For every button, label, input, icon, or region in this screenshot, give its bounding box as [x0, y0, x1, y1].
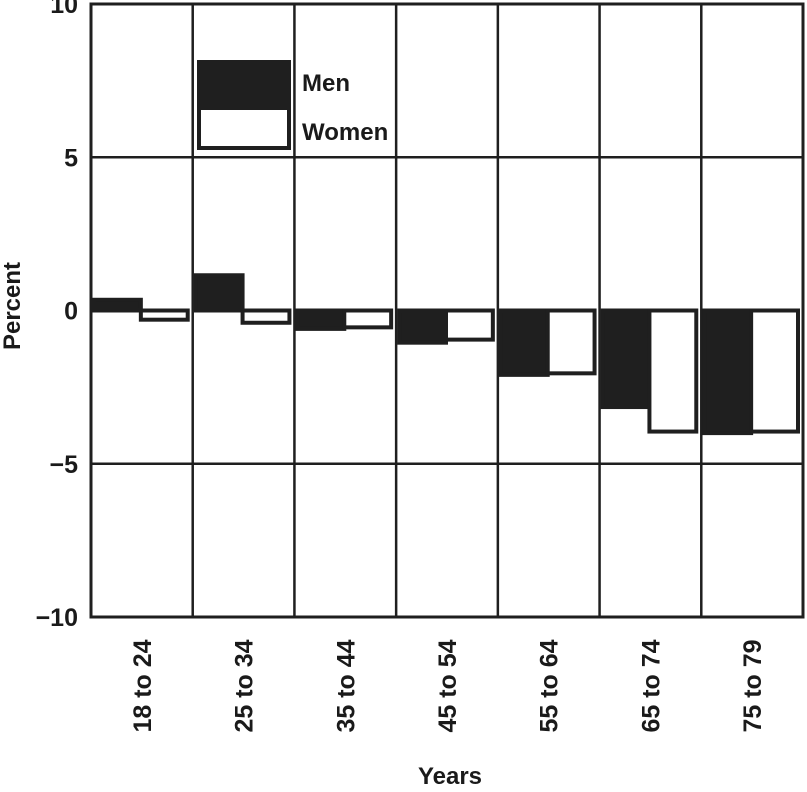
plot-frame — [89, 2, 805, 619]
bar-women — [444, 308, 495, 342]
grid — [91, 4, 803, 617]
y-tick-label: 0 — [64, 298, 78, 326]
bar-men — [702, 308, 754, 436]
x-tick-label: 75 to 79 — [739, 639, 767, 732]
y-tick-label: 5 — [64, 144, 78, 172]
plot-border — [89, 2, 805, 619]
x-tick-label: 45 to 54 — [434, 639, 462, 732]
bar-men — [600, 308, 652, 410]
bar-women — [240, 308, 292, 325]
x-tick-label: 18 to 24 — [129, 639, 157, 732]
bar-men — [193, 273, 245, 313]
x-tick-label: 55 to 64 — [536, 639, 564, 732]
y-tick-label: 10 — [50, 0, 78, 19]
bars — [92, 273, 801, 436]
legend: Men Women — [197, 60, 388, 150]
legend-swatch-men — [197, 60, 291, 110]
bar-women — [749, 308, 801, 434]
y-tick-label: −10 — [36, 604, 78, 632]
y-axis-title: Percent — [0, 262, 26, 350]
legend-swatch-women — [197, 106, 291, 150]
legend-label-men: Men — [302, 70, 350, 97]
x-tick-label: 25 to 34 — [231, 639, 259, 732]
bar-men — [397, 308, 448, 345]
bar-men — [92, 297, 143, 313]
bar-women — [342, 308, 394, 330]
x-tick-label: 65 to 74 — [637, 639, 665, 732]
bar-women — [545, 308, 597, 376]
x-tick-label: 35 to 44 — [332, 639, 360, 732]
y-tick-label: −5 — [49, 451, 78, 479]
x-axis-title: Years — [418, 763, 482, 787]
bar-men — [295, 308, 347, 331]
legend-label-women: Women — [302, 119, 388, 146]
bar-men — [498, 308, 550, 377]
bar-women — [138, 308, 190, 322]
tick-labels: 10 5 0 −5 −10 18 to 24 25 to 34 35 to 44 45 to 5… — [36, 0, 768, 733]
bar-women — [647, 308, 699, 434]
